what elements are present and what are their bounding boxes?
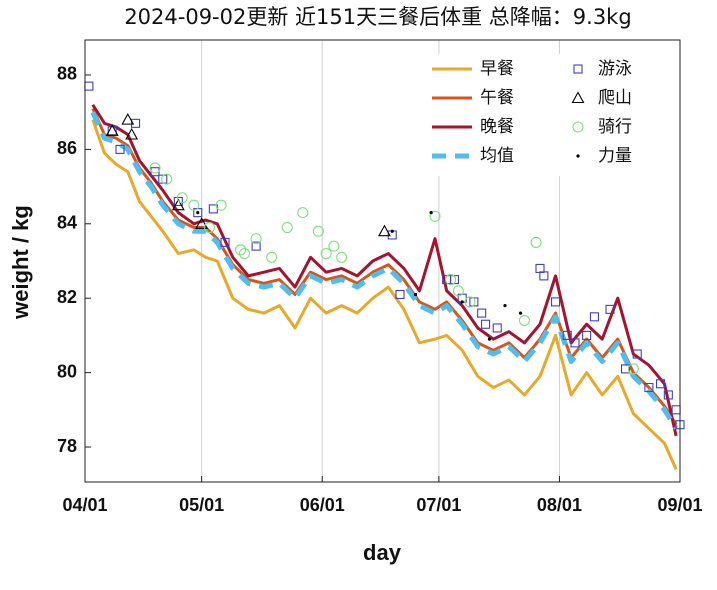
circle-marker — [266, 251, 278, 263]
dot-marker — [518, 311, 523, 315]
y-tick-label: 82 — [57, 287, 77, 307]
dot-marker — [487, 337, 492, 341]
y-tick-label: 86 — [57, 138, 77, 158]
plot-frame — [84, 39, 681, 483]
square-marker — [562, 330, 572, 340]
series-line — [90, 111, 679, 430]
x-tick-label: 07/01 — [416, 495, 461, 515]
square-marker — [251, 241, 261, 251]
triangle-marker — [105, 124, 119, 136]
dot-marker — [196, 211, 200, 215]
legend-label: 骑行 — [598, 117, 632, 137]
square-marker — [115, 144, 125, 154]
legend-label: 午餐 — [480, 88, 514, 108]
series-line — [91, 119, 678, 470]
dot-marker — [503, 304, 507, 308]
square-marker — [605, 304, 615, 314]
triangle-marker — [195, 217, 209, 229]
y-tick-label: 78 — [57, 436, 77, 456]
circle-marker — [320, 248, 332, 260]
legend-label: 游泳 — [598, 59, 632, 79]
circle-marker — [281, 221, 293, 234]
square-marker — [395, 289, 405, 300]
circle-marker — [235, 244, 247, 256]
square-marker — [621, 364, 631, 374]
dot-marker — [460, 300, 464, 304]
circle-marker — [297, 207, 309, 219]
x-tick-label: 06/01 — [300, 495, 345, 515]
triangle-marker — [571, 91, 585, 104]
square-marker — [469, 297, 479, 307]
square-marker — [158, 174, 168, 184]
circle-marker — [188, 199, 200, 211]
circle-marker — [429, 210, 441, 222]
circle-marker — [176, 192, 188, 204]
circle-marker — [452, 285, 464, 297]
square-marker — [573, 64, 583, 74]
square-marker — [582, 330, 592, 340]
x-axis-label: day — [363, 540, 402, 565]
circle-marker — [328, 240, 340, 252]
circle-marker — [530, 236, 542, 248]
circle-marker — [627, 363, 639, 375]
legend-label: 力量 — [598, 146, 632, 166]
chart-title: 2024-09-02更新 近151天三餐后体重 总降幅：9.3kg — [124, 5, 631, 29]
square-marker — [449, 275, 459, 285]
square-marker — [551, 297, 561, 307]
square-marker — [131, 118, 141, 128]
dot-marker — [413, 292, 418, 297]
y-tick-label: 84 — [57, 213, 77, 233]
circle-marker — [445, 274, 457, 286]
series-line — [91, 103, 678, 437]
circle-marker — [161, 173, 173, 185]
circle-marker — [518, 314, 530, 327]
square-marker — [220, 237, 230, 247]
square-marker — [173, 196, 183, 207]
square-marker — [492, 323, 502, 333]
circle-marker — [215, 199, 227, 211]
triangle-marker — [125, 127, 139, 140]
circle-marker — [336, 251, 348, 263]
legend-label: 爬山 — [598, 88, 632, 108]
circle-marker — [572, 121, 584, 133]
legend-label: 早餐 — [480, 59, 514, 79]
square-marker — [632, 349, 642, 359]
x-tick-label: 08/01 — [537, 495, 582, 515]
circle-marker — [250, 233, 262, 245]
square-marker — [663, 390, 673, 400]
series-line — [91, 107, 678, 426]
square-marker — [589, 312, 599, 322]
square-marker — [481, 319, 491, 329]
square-marker — [539, 271, 549, 281]
square-marker — [656, 379, 666, 389]
circle-marker — [312, 225, 324, 237]
dot-marker — [576, 154, 580, 158]
y-tick-label: 88 — [57, 64, 77, 84]
square-marker — [644, 382, 654, 393]
triangle-marker — [378, 224, 391, 237]
circle-marker — [238, 248, 250, 260]
square-marker — [570, 338, 580, 348]
dot-marker — [390, 229, 394, 233]
triangle-marker — [121, 112, 135, 125]
circle-marker — [149, 162, 161, 174]
x-tick-label: 05/01 — [179, 495, 224, 515]
marks — [84, 81, 685, 470]
x-tick-label: 04/01 — [62, 495, 107, 515]
triangle-marker — [171, 198, 185, 211]
legend-label: 均值 — [480, 146, 514, 166]
x-tick-label: 09/01 — [657, 495, 702, 515]
grid: 04/01 05/01 06/01 07/01 08/01 09/01 78 80 82 84 86… — [57, 40, 703, 515]
circle-marker — [464, 296, 476, 308]
square-marker — [477, 308, 487, 318]
dot-marker — [429, 211, 433, 215]
legend-label: 晚餐 — [480, 117, 514, 137]
y-axis-label: weight / kg — [8, 205, 33, 320]
circle-marker — [203, 221, 215, 234]
y-tick-label: 80 — [57, 361, 77, 381]
